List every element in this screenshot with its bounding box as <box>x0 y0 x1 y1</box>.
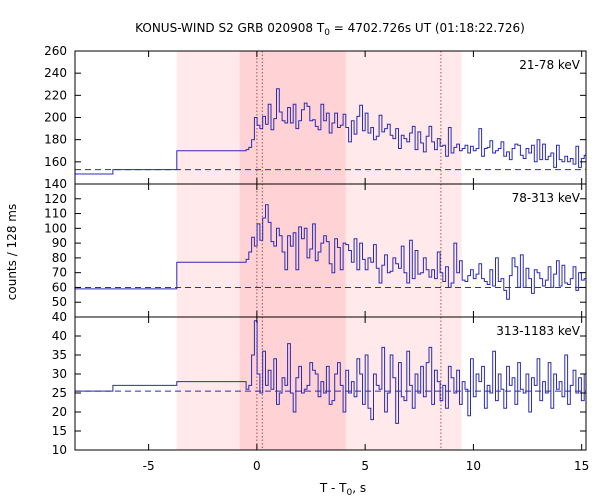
shaded-interval-2 <box>239 51 346 450</box>
light-curve-panel-3 <box>75 320 586 424</box>
x-tick-label: 10 <box>466 459 481 473</box>
y-tick-label: 90 <box>52 236 67 250</box>
y-tick-label: 10 <box>52 443 67 457</box>
y-tick-label: 100 <box>44 221 67 235</box>
y-tick-label: 30 <box>52 367 67 381</box>
y-tick-label: 140 <box>44 177 67 191</box>
y-tick-label: 40 <box>52 310 67 324</box>
y-tick-label: 240 <box>44 66 67 80</box>
panel-labels: 21-78 keV 78-313 keV 313-1183 keV <box>496 58 580 338</box>
y-tick-label: 15 <box>52 424 67 438</box>
y-tick-label: 120 <box>44 192 67 206</box>
y-tick-label: 50 <box>52 295 67 309</box>
y-tick-label: 35 <box>52 348 67 362</box>
panel-frame-3 <box>74 316 587 451</box>
x-tick-label: 15 <box>574 459 589 473</box>
chart-title: KONUS-WIND S2 GRB 020908 T0 = 4702.726s … <box>135 21 525 38</box>
x-axis-label: T - T0, s <box>319 481 366 498</box>
y-tick-label: 70 <box>52 266 67 280</box>
panel-series <box>75 88 586 424</box>
x-axis-ticks: -5 0 5 10 15 <box>143 459 590 473</box>
y-tick-label: 25 <box>52 386 67 400</box>
y-axis-label: counts / 128 ms <box>5 204 19 300</box>
y-tick-label: 180 <box>44 133 67 147</box>
y-tick-label: 80 <box>52 251 67 265</box>
y-tick-label: 200 <box>44 111 67 125</box>
panel-energy-label: 313-1183 keV <box>496 324 580 338</box>
x-tick-label: 5 <box>361 459 369 473</box>
x-tick-label: 0 <box>253 459 261 473</box>
y-tick-label: 40 <box>52 329 67 343</box>
light-curve-panel-1 <box>75 88 586 175</box>
x-tick-label: -5 <box>143 459 155 473</box>
y-axis-ticks: 1401601802002202402604050607080901001101… <box>44 44 586 457</box>
y-tick-label: 260 <box>44 44 67 58</box>
y-tick-label: 220 <box>44 88 67 102</box>
light-curve-panel-2 <box>75 204 586 300</box>
y-tick-label: 160 <box>44 155 67 169</box>
y-tick-label: 60 <box>52 280 67 294</box>
y-tick-label: 110 <box>44 207 67 221</box>
panel-energy-label: 78-313 keV <box>512 191 581 205</box>
y-tick-label: 20 <box>52 405 67 419</box>
shaded-intervals <box>176 51 462 450</box>
panel-energy-label: 21-78 keV <box>519 58 581 72</box>
